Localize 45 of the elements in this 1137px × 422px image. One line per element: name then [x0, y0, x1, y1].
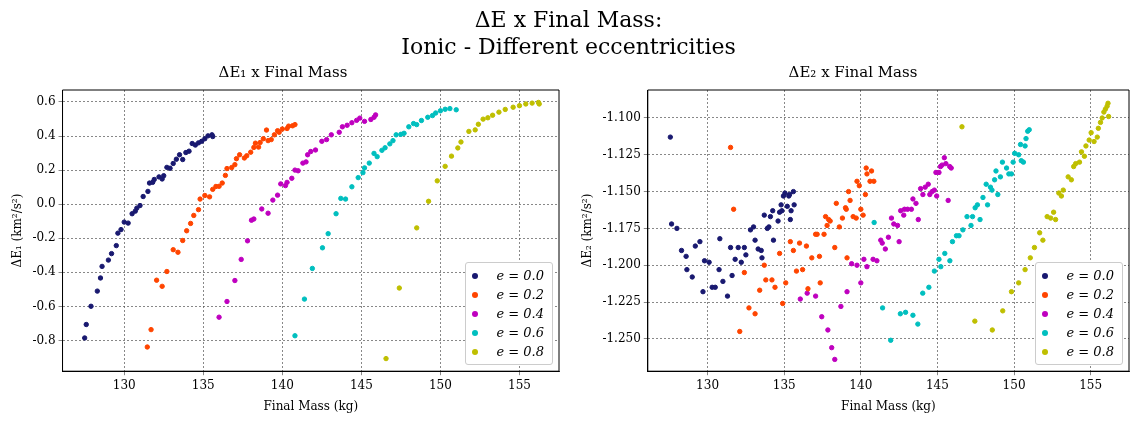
y-tick-label: -0.6 [32, 298, 56, 313]
y-tick-label: -0.4 [32, 264, 56, 279]
x-tick-label: 140 [270, 377, 294, 392]
y-axis-title: ΔE₁ (km²/s²) [10, 193, 25, 268]
x-tick-label: 130 [112, 377, 136, 392]
text: ΔE x Final Mass: [473, 6, 664, 33]
chart-title: ΔE₁ x Final Mass [218, 62, 348, 81]
x-tick-label: 130 [696, 377, 720, 392]
legend-label: e = 0.8 [496, 343, 544, 362]
x-tick-label: 155 [508, 377, 531, 392]
y-tick-label: -1.125 [602, 146, 641, 161]
legend-label: e = 0.4 [1066, 305, 1114, 324]
x-tick-label: 135 [191, 377, 215, 392]
x-axis-title: Final Mass (kg) [263, 398, 359, 413]
y-tick-label: 0.0 [36, 196, 56, 211]
y-tick-label: -0.8 [32, 332, 56, 347]
text: Ionic - Different eccentricities [400, 33, 737, 60]
x-axis-title: Final Mass (kg) [841, 398, 936, 413]
legend-label: e = 0.0 [1066, 267, 1114, 286]
legend-label: e = 0.6 [1066, 324, 1114, 343]
y-tick-label: -1.100 [602, 110, 641, 125]
y-axis-title: ΔE₂ (km²/s²) [580, 193, 595, 268]
y-tick-label: -1.150 [602, 183, 641, 198]
y-tick-label: -0.2 [32, 230, 56, 245]
x-tick-label: 150 [1002, 377, 1026, 392]
x-tick-label: 150 [428, 377, 452, 392]
y-tick-label: 0.6 [36, 94, 56, 109]
y-tick-label: 0.4 [36, 128, 56, 143]
x-tick-label: 140 [849, 377, 873, 392]
legend-label: e = 0.2 [1066, 286, 1114, 305]
legend-label: e = 0.4 [496, 305, 544, 324]
x-tick-label: 145 [349, 377, 373, 392]
y-tick-label: -1.200 [602, 257, 641, 272]
y-tick-label: -1.250 [602, 330, 641, 345]
y-tick-label: -1.225 [602, 294, 641, 309]
legend-label: e = 0.8 [1066, 343, 1114, 362]
legend-label: e = 0.2 [496, 286, 544, 305]
x-tick-label: 145 [925, 377, 949, 392]
x-tick-label: 155 [1079, 377, 1103, 392]
y-tick-label: -1.175 [602, 220, 641, 235]
x-tick-label: 135 [772, 377, 796, 392]
y-tick-label: 0.2 [36, 162, 56, 177]
legend-label: e = 0.6 [496, 324, 544, 343]
chart-title: ΔE₂ x Final Mass [788, 62, 918, 81]
legend-label: e = 0.0 [496, 267, 544, 286]
